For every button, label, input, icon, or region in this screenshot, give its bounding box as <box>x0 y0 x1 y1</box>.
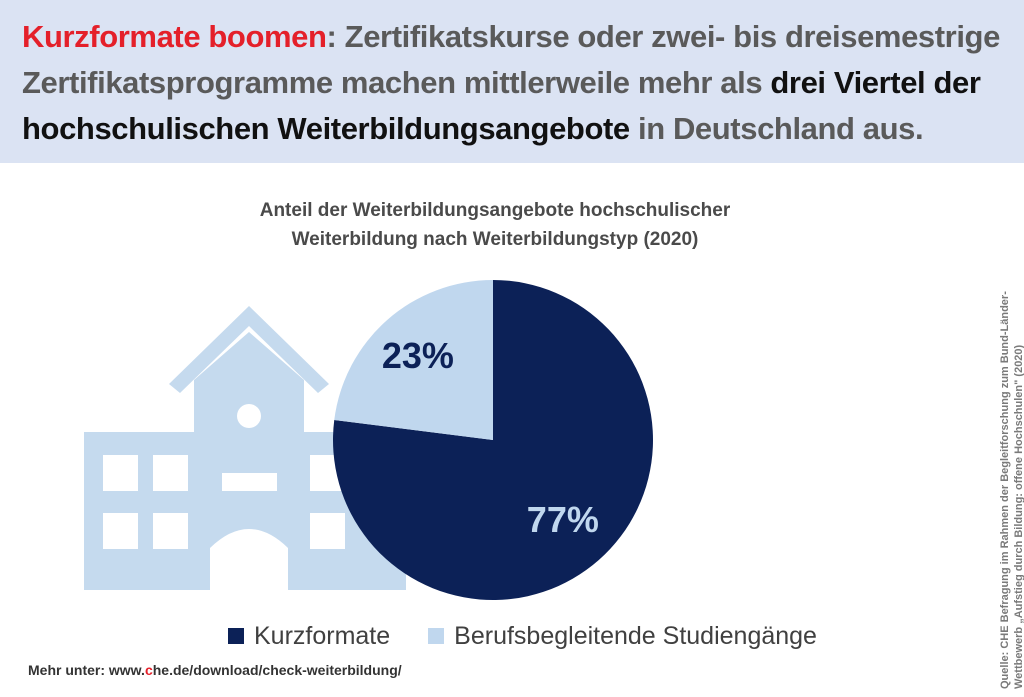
footer-link[interactable]: Mehr unter: www.che.de/download/check-we… <box>28 662 402 678</box>
headline-banner <box>0 0 1024 163</box>
legend-item-kurzformate: Kurzformate <box>228 622 390 651</box>
chart-title: Anteil der Weiterbildungsangebote hochsc… <box>150 196 840 254</box>
legend-label-berufsbegleitend: Berufsbegleitende Studiengänge <box>454 621 817 650</box>
chart-title-line2: Weiterbildung nach Weiterbildungstyp (20… <box>291 229 699 250</box>
headline: Kurzformate boomen: Zertifikatskurse ode… <box>22 14 1012 152</box>
headline-text: : Zertifikatskurse oder zwei- bis dreise… <box>22 19 1000 100</box>
source-note: Quelle: CHE Befragung im Rahmen der Begl… <box>998 229 1024 689</box>
source-line1: Quelle: CHE Befragung im Rahmen der Begl… <box>999 291 1011 689</box>
source-line2: Wettbewerb „Aufstieg durch Bildung: offe… <box>1013 344 1024 689</box>
chart-title-line1: Anteil der Weiterbildungsangebote hochsc… <box>259 200 731 221</box>
pie-label-1: 23% <box>382 335 454 376</box>
headline-end: in Deutschland aus. <box>629 111 924 146</box>
legend-label-kurzformate: Kurzformate <box>254 621 391 650</box>
headline-highlight: Kurzformate boomen <box>22 19 327 54</box>
footer-prefix: Mehr unter: www. <box>28 662 145 678</box>
legend-item-berufsbegleitend: Berufsbegleitende Studiengänge <box>428 622 817 651</box>
legend-swatch-berufsbegleitend <box>428 628 445 644</box>
legend-swatch-kurzformate <box>228 628 244 644</box>
pie-slices: 77% 23% <box>333 280 653 600</box>
pie-label-0: 77% <box>527 499 599 540</box>
pie-slice-1 <box>334 280 493 440</box>
headline-emphasis: drei Viertel der hochschulischen Weiterb… <box>22 65 981 146</box>
pie-slice-0 <box>333 280 653 600</box>
footer-suffix: he.de/download/check-weiterbildung/ <box>152 662 402 678</box>
legend: Kurzformate Berufsbegleitende Studiengän… <box>228 618 817 654</box>
footer-brand-letter: c <box>144 662 153 678</box>
